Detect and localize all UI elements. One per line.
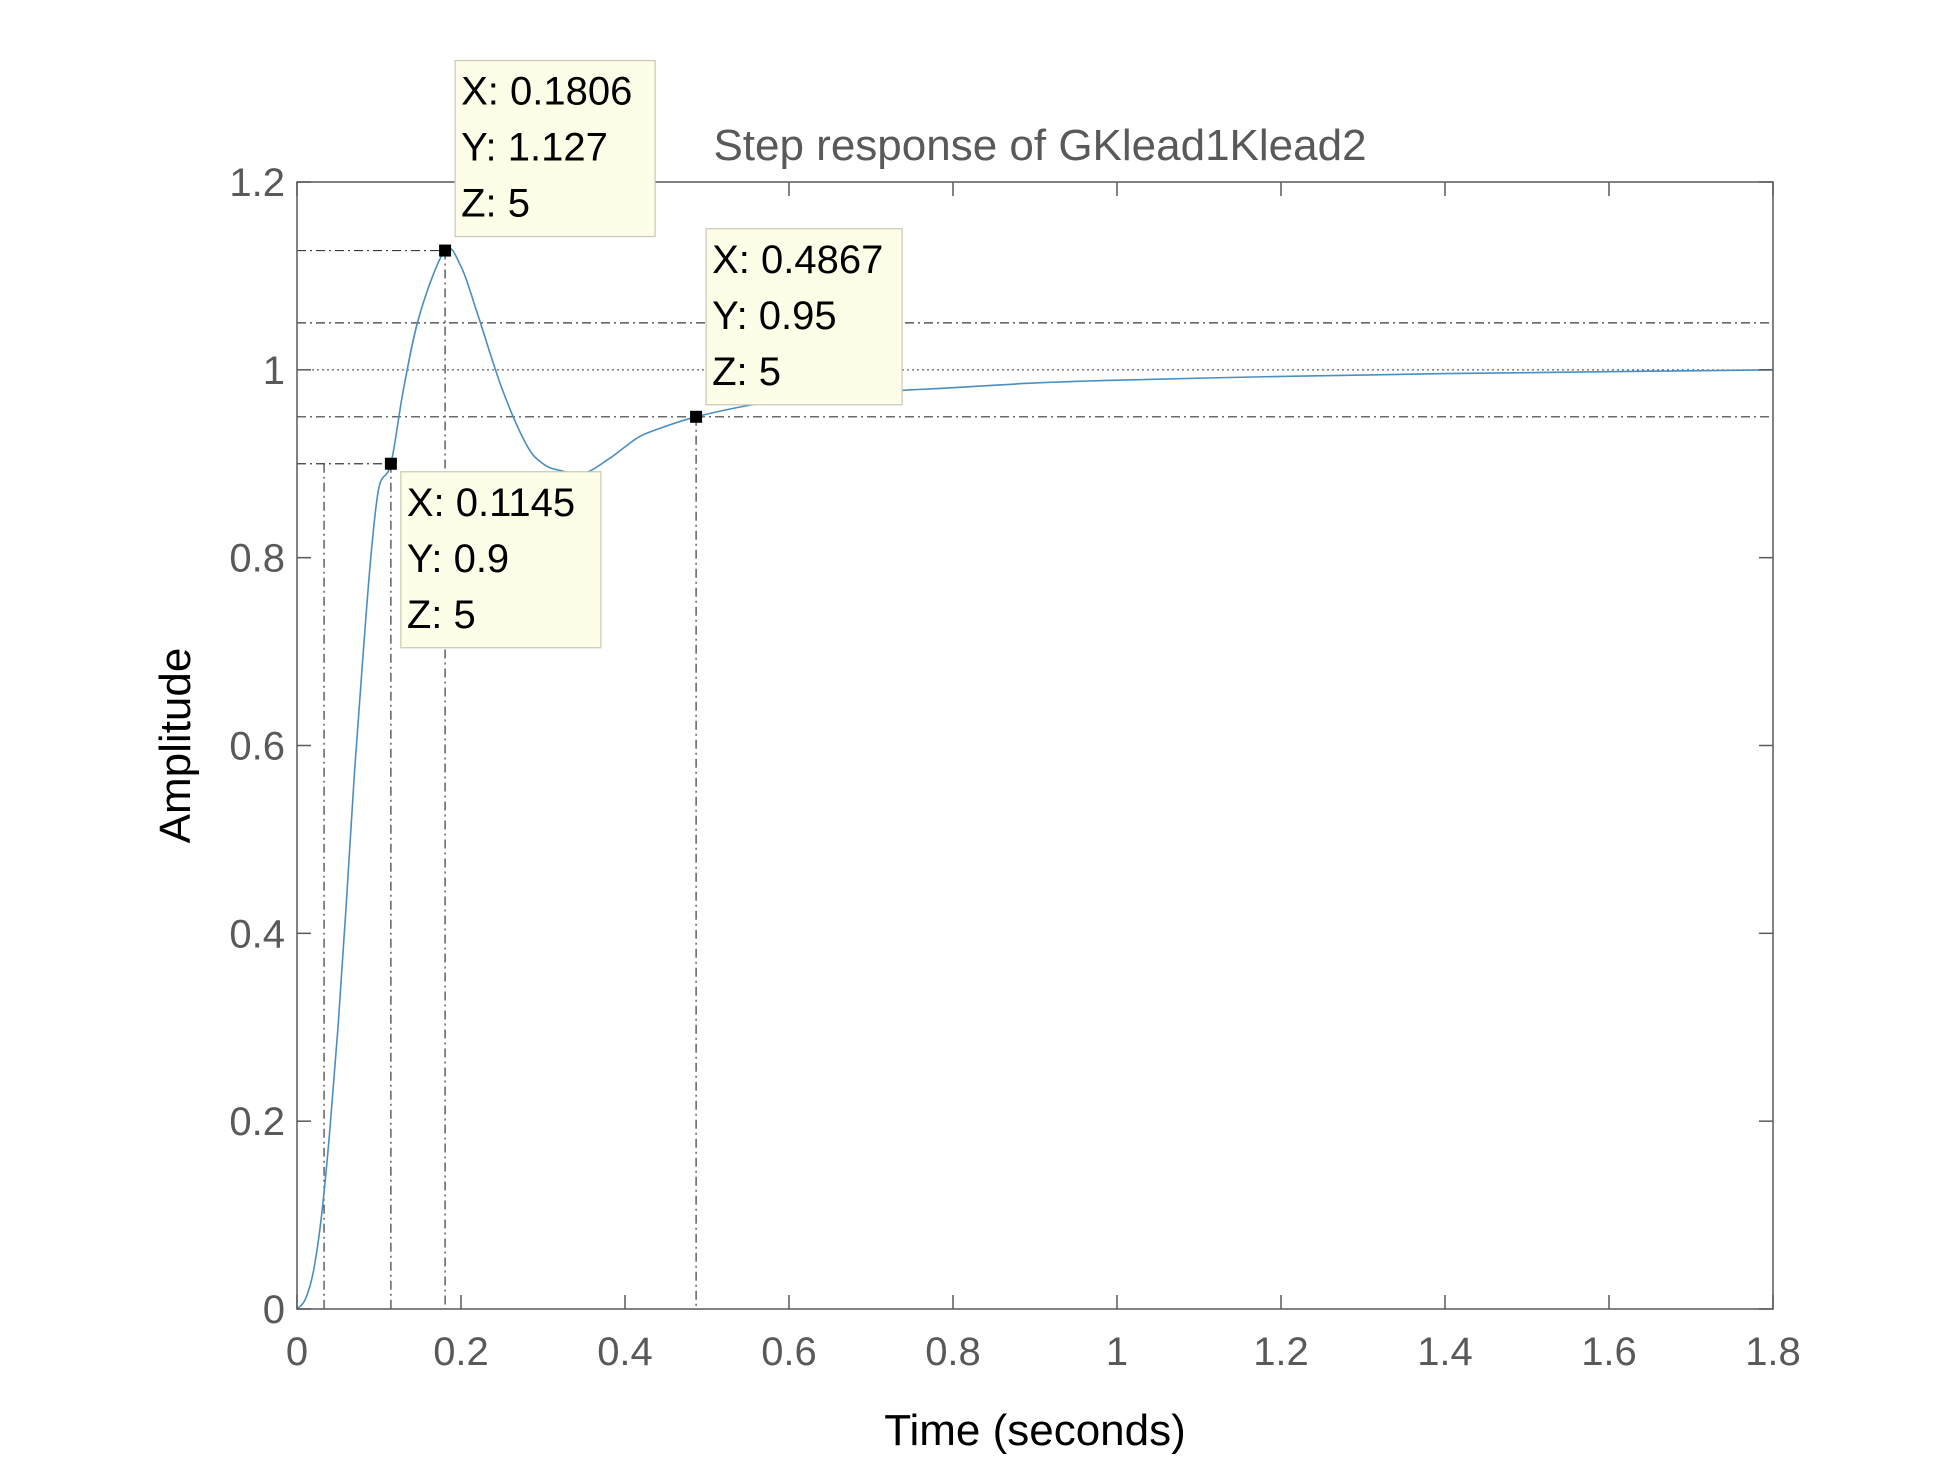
x-tick-label: 1	[1106, 1330, 1128, 1374]
datatip-markers	[384, 244, 703, 470]
y-tick-label: 1.2	[229, 161, 285, 205]
y-tick-label: 0.4	[229, 912, 285, 956]
y-tick-label: 1	[263, 349, 285, 393]
datatip-marker	[690, 410, 703, 423]
response-curve-group	[296, 247, 1774, 1310]
x-tick-label: 0.4	[597, 1330, 653, 1374]
x-tick-label: 0.8	[925, 1330, 981, 1374]
y-tick-label: 0	[263, 1288, 285, 1332]
datatip-marker	[384, 457, 397, 470]
datatip-line: Z: 5	[461, 182, 530, 226]
datatip-marker	[439, 244, 452, 257]
datatip-box	[400, 471, 602, 649]
y-tick-label: 0.8	[229, 537, 285, 581]
datatip-box	[705, 228, 903, 406]
datatip-2[interactable]: X: 0.1145 Y: 0.9 Z: 5	[400, 471, 602, 649]
datatip-0[interactable]: X: 0.1806 Y: 1.127 Z: 5	[454, 59, 656, 238]
chart-title: Step response of GKlead1Klead2	[713, 121, 1366, 170]
x-tick-label: 1.6	[1581, 1330, 1637, 1374]
x-tick-label: 1.4	[1417, 1330, 1473, 1374]
y-axis-title: Amplitude	[151, 648, 200, 844]
datatip-box	[454, 59, 656, 238]
datatip-line: Y: 0.9	[407, 537, 509, 581]
datatip-line: Z: 5	[712, 350, 781, 394]
x-tick-label: 0	[286, 1330, 308, 1374]
datatip-line: X: 0.4867	[712, 238, 883, 282]
datatips[interactable]: X: 0.1806 Y: 1.127 Z: 5 X: 0.4867 Y: 0.95 Z: …	[400, 59, 903, 649]
tick-labels: 0 0.2 0.4 0.6 0.8 1 1.2 1.4 1.6 1.8 0 0.2 0.4 0.6 0.8 1…	[229, 161, 1800, 1374]
x-tick-label: 1.8	[1745, 1330, 1801, 1374]
x-axis-title: Time (seconds)	[884, 1406, 1186, 1455]
datatip-line: X: 0.1145	[407, 481, 575, 525]
datatip-line: Y: 0.95	[712, 294, 837, 338]
x-tick-label: 1.2	[1253, 1330, 1309, 1374]
datatip-line: X: 0.1806	[461, 70, 632, 114]
reference-lines	[297, 249, 1773, 1309]
datatip-line: Y: 1.127	[461, 126, 608, 170]
response-curve	[296, 247, 1774, 1310]
datatip-1[interactable]: X: 0.4867 Y: 0.95 Z: 5	[705, 228, 903, 406]
y-tick-label: 0.6	[229, 725, 285, 769]
y-tick-label: 0.2	[229, 1100, 285, 1144]
x-tick-label: 0.6	[761, 1330, 817, 1374]
x-tick-label: 0.2	[433, 1330, 489, 1374]
datatip-line: Z: 5	[407, 593, 476, 637]
